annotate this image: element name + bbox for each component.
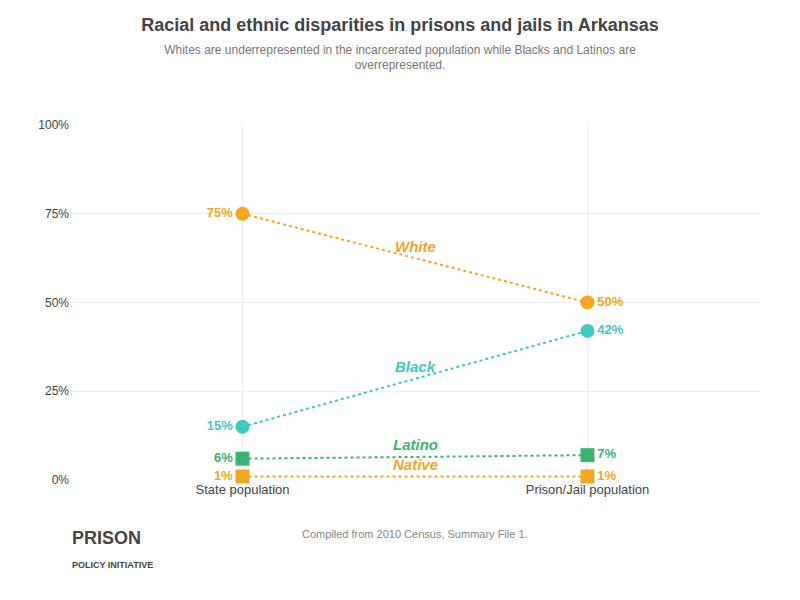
svg-text:0%: 0% <box>52 473 70 487</box>
svg-text:Latino: Latino <box>393 436 438 453</box>
svg-text:Black: Black <box>395 358 436 375</box>
svg-text:State population: State population <box>196 482 290 497</box>
svg-text:75%: 75% <box>207 205 233 220</box>
svg-text:White: White <box>395 238 436 255</box>
svg-text:6%: 6% <box>214 450 233 465</box>
svg-text:Racial and ethnic disparities: Racial and ethnic disparities in prisons… <box>141 15 659 35</box>
svg-text:Native: Native <box>393 456 438 473</box>
svg-text:15%: 15% <box>207 418 233 433</box>
svg-text:1%: 1% <box>597 468 616 483</box>
svg-text:Compiled from 2010 Census, Sum: Compiled from 2010 Census, Summary File … <box>302 528 528 540</box>
svg-text:Prison/Jail population: Prison/Jail population <box>526 482 650 497</box>
svg-text:Whites are underrepresented in: Whites are underrepresented in the incar… <box>164 43 636 73</box>
svg-text:42%: 42% <box>597 322 623 337</box>
svg-text:PRISON: PRISON <box>72 528 141 548</box>
svg-text:75%: 75% <box>45 207 69 221</box>
svg-text:25%: 25% <box>45 384 69 398</box>
svg-text:100%: 100% <box>38 118 69 132</box>
svg-text:50%: 50% <box>45 296 69 310</box>
svg-text:POLICY INITIATIVE: POLICY INITIATIVE <box>72 560 153 570</box>
svg-text:50%: 50% <box>597 294 623 309</box>
svg-text:1%: 1% <box>214 468 233 483</box>
svg-text:7%: 7% <box>597 446 616 461</box>
